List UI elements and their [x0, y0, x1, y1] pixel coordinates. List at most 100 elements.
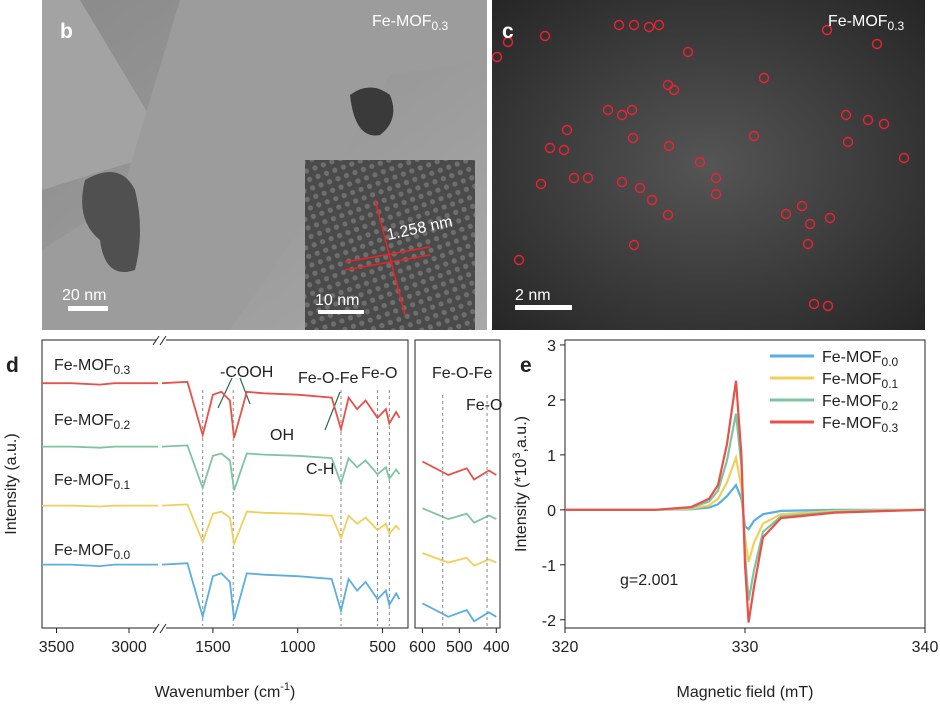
x-axis-label: Magnetic field (mT) — [677, 684, 814, 701]
atom-marker — [682, 46, 694, 58]
panel-letter: e — [520, 354, 532, 377]
label-sub: 0.3 — [432, 19, 449, 33]
series-label: Fe-MOF0.0 — [54, 542, 131, 562]
y-tick-label: -2 — [542, 613, 556, 630]
x-tick-label: 320 — [552, 639, 579, 656]
atom-marker — [513, 254, 525, 266]
atom-marker — [862, 114, 874, 126]
series-label: Fe-MOF0.3 — [54, 357, 131, 377]
label-text: Fe-MOF — [372, 13, 432, 30]
panel-label: Fe-MOF0.3 — [372, 13, 449, 33]
label-sub: 0.2 — [882, 399, 899, 413]
tem-image — [42, 0, 487, 330]
atom-marker — [710, 188, 722, 200]
atom-marker — [821, 24, 833, 36]
axis-break — [152, 333, 167, 635]
label-text: Intensity (*10 — [513, 459, 530, 552]
annotation: -COOH — [220, 364, 273, 381]
atom-marker — [491, 51, 503, 63]
atom-marker — [643, 21, 655, 33]
atom-marker — [568, 172, 580, 184]
atom-marker — [628, 19, 640, 31]
atom-marker — [558, 144, 570, 156]
series-label: Fe-MOF0.1 — [54, 472, 131, 492]
atom-marker — [653, 19, 665, 31]
label-text: ,a.u.) — [513, 416, 530, 452]
label-text: Fe-MOF — [822, 415, 882, 432]
annotation: OH — [270, 427, 294, 444]
atom-marker — [796, 200, 808, 212]
x-tick-label: 600 — [409, 639, 436, 656]
y-axis-label: Intensity (*103,a.u.) — [511, 416, 530, 552]
spectrum-line — [42, 444, 401, 491]
y-tick-label: 1 — [547, 448, 556, 465]
label-text: Fe-MOF — [54, 357, 114, 374]
label-text: Fe-MOF — [822, 349, 882, 366]
annotation: Fe-O-Fe — [298, 370, 359, 387]
series-label: Fe-MOF0.2 — [822, 393, 899, 413]
label-text: Fe-MOF — [822, 371, 882, 388]
atom-marker — [662, 79, 674, 91]
atom-marker — [842, 136, 854, 148]
series-label: Fe-MOF0.2 — [54, 412, 131, 432]
x-tick-label: 1500 — [195, 639, 231, 656]
label-text: Fe-MOF — [828, 13, 888, 30]
atom-marker — [808, 298, 820, 310]
x-tick-label: 340 — [912, 639, 939, 656]
label-sub: 0.0 — [114, 548, 131, 562]
label-text: Fe-MOF — [822, 393, 882, 410]
annotation: Fe-O — [466, 397, 502, 414]
spectrum-line — [42, 380, 401, 439]
atom-marker — [627, 132, 639, 144]
panel-letter: b — [60, 20, 73, 43]
atom-marker — [602, 104, 614, 116]
atom-marker — [824, 212, 836, 224]
atom-marker — [898, 152, 910, 164]
x-tick-label: 1000 — [280, 639, 316, 656]
label-sup: 3 — [511, 452, 523, 458]
atom-marker — [502, 36, 514, 48]
x-tick-label: 3000 — [111, 639, 147, 656]
annotation: C-H — [306, 461, 334, 478]
atom-marker — [710, 172, 722, 184]
x-tick-label: 500 — [369, 639, 396, 656]
y-tick-label: 2 — [547, 393, 556, 410]
atom-marker — [804, 218, 816, 230]
spectrum-line — [42, 562, 401, 620]
atom-marker — [646, 194, 658, 206]
atom-marker — [780, 208, 792, 220]
x-tick-label: 330 — [732, 639, 759, 656]
atom-marker — [663, 140, 675, 152]
plot-frame — [41, 339, 409, 629]
x-tick-label: 500 — [446, 639, 473, 656]
atom-marker — [613, 19, 625, 31]
label-text: Fe-MOF — [54, 412, 114, 429]
label-text: Fe-MOF — [54, 472, 114, 489]
scale-bar-label: 20 nm — [62, 287, 106, 304]
atom-marker — [582, 172, 594, 184]
epr-line — [565, 380, 926, 623]
annotation: g=2.001 — [620, 572, 678, 589]
inset-line — [422, 507, 497, 524]
atom-marker — [668, 84, 680, 96]
y-tick-label: -1 — [542, 558, 556, 575]
series-label: Fe-MOF0.0 — [822, 349, 899, 369]
atom-marker — [802, 238, 814, 250]
y-tick-label: 0 — [547, 503, 556, 520]
annotation: Fe-O-Fe — [432, 365, 493, 382]
label-sub: 0.3 — [888, 19, 905, 33]
atom-marker — [694, 156, 706, 168]
y-axis-label: Intensity (a.u.) — [3, 433, 20, 534]
atom-marker — [616, 109, 628, 121]
panel-letter: d — [6, 354, 19, 377]
scale-bar-label: 2 nm — [515, 287, 551, 304]
series-label: Fe-MOF0.3 — [822, 415, 899, 435]
atom-marker — [628, 239, 640, 251]
x-axis-label: Wavenumber (cm-1) — [155, 681, 296, 701]
atom-marker — [662, 209, 674, 221]
atom-marker — [878, 118, 890, 130]
atom-marker — [634, 182, 646, 194]
atom-marker — [871, 38, 883, 50]
x-tick-label: 3500 — [39, 639, 75, 656]
label-sub: 0.2 — [114, 418, 131, 432]
